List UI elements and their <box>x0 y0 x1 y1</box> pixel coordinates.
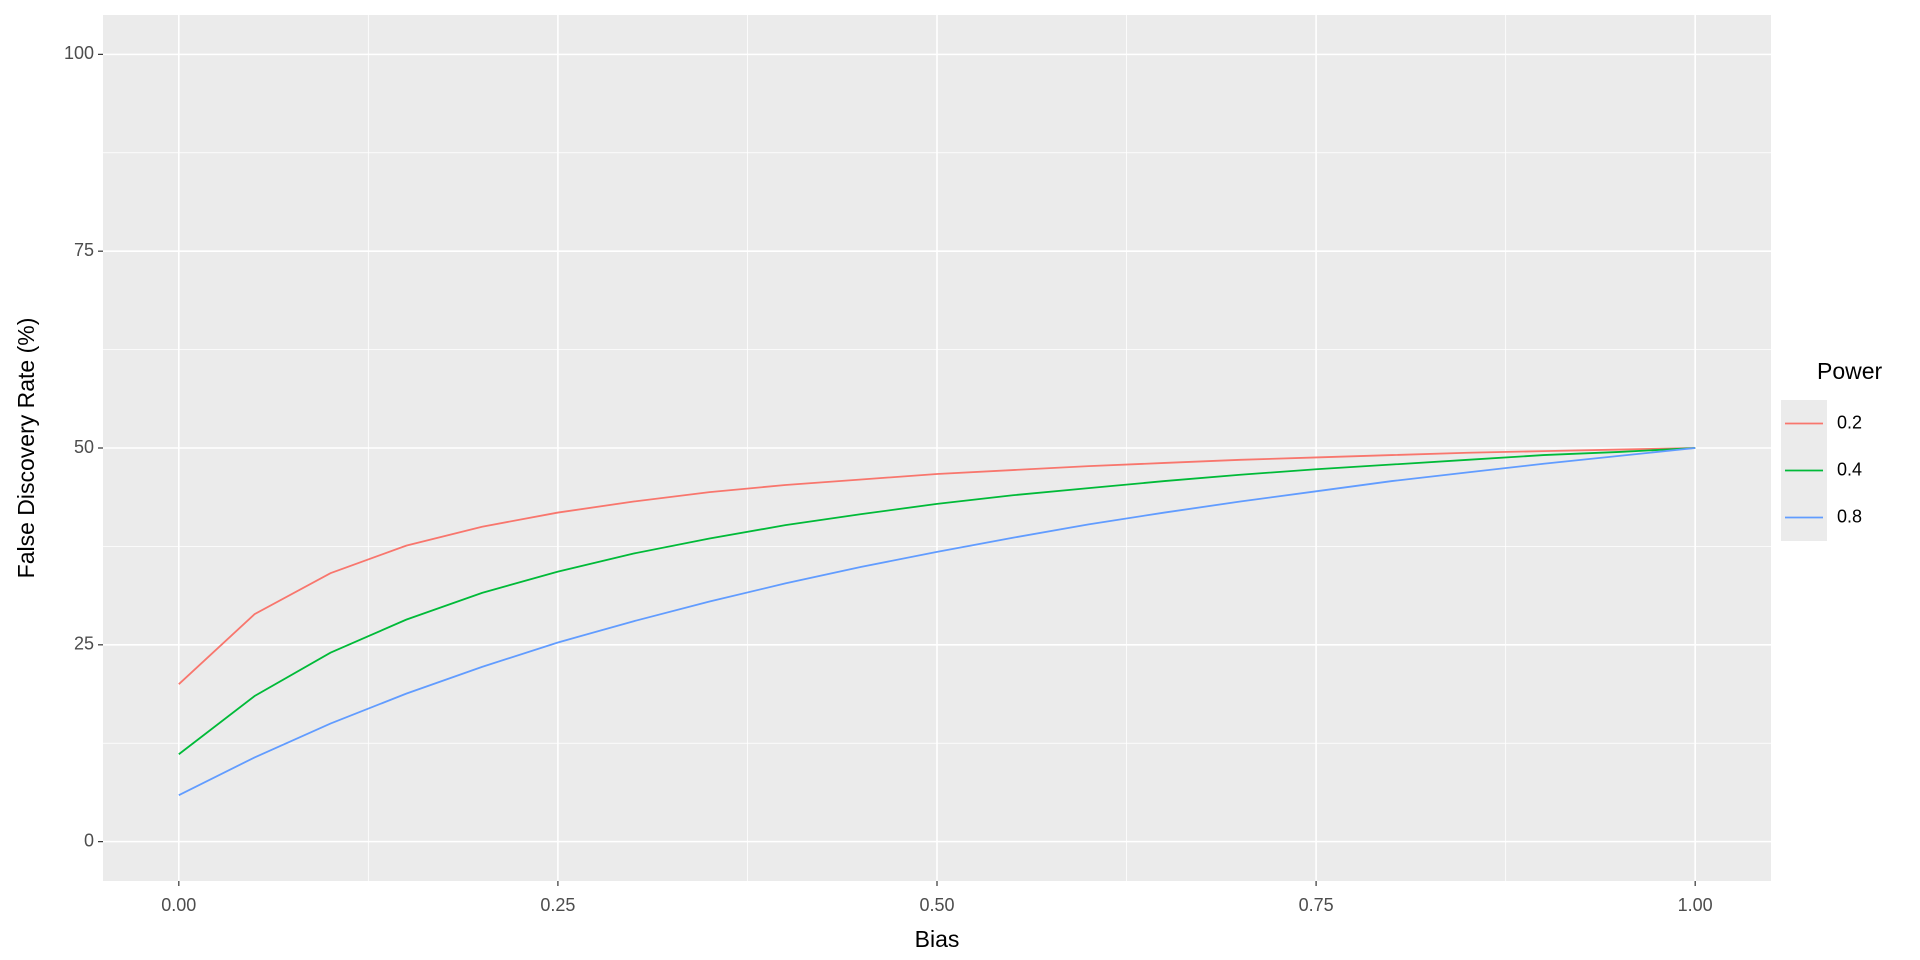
legend-label: 0.2 <box>1837 412 1862 432</box>
x-axis-title: Bias <box>915 926 960 952</box>
legend-label: 0.4 <box>1837 459 1862 479</box>
x-tick-label: 1.00 <box>1678 895 1713 915</box>
y-tick-label: 0 <box>84 830 94 850</box>
y-axis-title: False Discovery Rate (%) <box>13 318 39 579</box>
y-tick-label: 25 <box>74 634 94 654</box>
y-tick-label: 50 <box>74 437 94 457</box>
x-tick-label: 0.50 <box>919 895 954 915</box>
data-line <box>178 447 1696 755</box>
legend-label: 0.8 <box>1837 506 1862 526</box>
y-tick-label: 75 <box>74 240 94 260</box>
x-tick-label: 0.75 <box>1299 895 1334 915</box>
x-tick-label: 0.00 <box>161 895 196 915</box>
data-line <box>178 447 1696 685</box>
legend-title: Power <box>1817 358 1883 384</box>
y-tick-label: 100 <box>64 43 94 63</box>
x-tick-label: 0.25 <box>540 895 575 915</box>
data-line <box>178 447 1696 796</box>
